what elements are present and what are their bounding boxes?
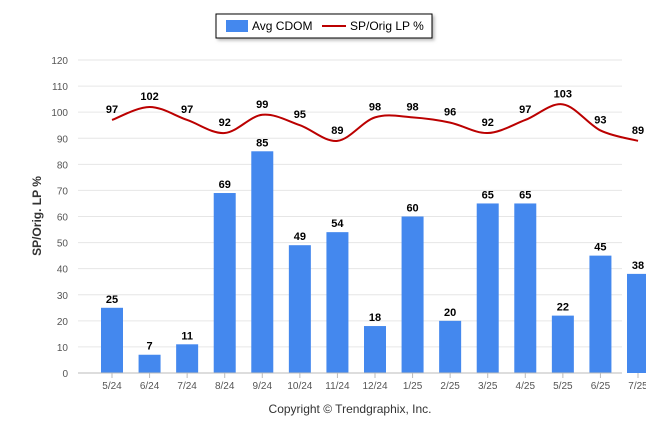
line-data-label: 97 [519,104,531,116]
bar-avg-cdom [589,255,612,373]
line-data-label: 93 [594,114,606,126]
line-data-label: 98 [369,101,381,113]
bar-data-label: 7 [147,341,153,353]
legend-bar-label: Avg CDOM [252,19,312,33]
bar-data-label: 22 [557,302,569,314]
bar-data-label: 18 [369,312,381,324]
x-tick-label: 12/24 [362,381,387,392]
legend: Avg CDOM SP/Orig LP % [215,13,433,39]
bar-avg-cdom [176,344,199,373]
x-tick-label: 10/24 [287,381,312,392]
grid-lines [78,59,622,374]
bar-avg-cdom [213,193,236,373]
x-tick-label: 7/25 [628,381,646,392]
bar-avg-cdom [138,354,161,373]
x-tick-label: 5/25 [553,381,573,392]
x-tick-label: 9/24 [253,381,273,392]
y-tick-label: 100 [51,108,68,119]
y-tick-label: 0 [62,369,68,380]
y-tick-label: 70 [57,186,69,197]
line-data-label: 97 [106,104,118,116]
x-tick-label: 3/25 [478,381,498,392]
bar-data-label: 25 [106,294,118,306]
y-tick-label: 80 [57,160,69,171]
x-tick-label: 8/24 [215,381,235,392]
y-tick-label: 30 [57,291,69,302]
line-data-label: 102 [140,91,158,103]
y-tick-label: 90 [57,134,69,145]
bar-avg-cdom [364,326,386,373]
bar-avg-cdom [251,151,274,373]
x-tick-label: 5/24 [102,381,122,392]
bar-avg-cdom [551,315,574,373]
data-labels: 25 7 11 69 85 49 54 18 60 20 65 65 22 45 38 97 102 97 92 99… [106,88,644,352]
y-axis-title: SP/Orig. LP % [30,176,44,256]
bar-data-label: 38 [632,260,644,272]
x-tick-label: 4/25 [516,381,536,392]
y-tick-label: 10 [57,343,69,354]
x-tick-label: 6/25 [591,381,611,392]
bar-data-label: 65 [482,189,494,201]
bar-data-label: 60 [406,203,418,215]
bar-series [101,151,646,373]
y-tick-label: 20 [57,317,69,328]
y-tick-label: 40 [57,265,69,276]
y-tick-label: 110 [52,82,68,93]
bar-avg-cdom [401,216,424,373]
line-data-label: 96 [444,107,456,119]
x-tick-label: 1/25 [403,381,423,392]
line-data-label: 97 [181,104,193,116]
line-data-label: 95 [294,109,306,121]
y-tick-label: 60 [57,213,69,224]
bar-avg-cdom [101,307,123,373]
x-tick-label: 7/24 [177,381,197,392]
line-data-label: 92 [219,117,231,129]
legend-line-label: SP/Orig LP % [350,19,424,33]
line-data-label: 99 [256,99,268,111]
bar-avg-cdom [476,203,499,373]
line-sp-orig-lp [111,103,639,142]
x-tick-label: 6/24 [140,381,160,392]
x-tick-label: 11/24 [325,381,350,392]
bar-avg-cdom [288,245,311,373]
bar-data-label: 45 [594,242,606,254]
bar-data-label: 20 [444,307,456,319]
bar-avg-cdom [439,320,462,373]
line-data-label: 92 [482,117,494,129]
bar-data-label: 49 [294,231,306,243]
bar-avg-cdom [514,203,537,373]
bar-data-label: 54 [331,218,344,230]
axes: 0 10 20 30 40 50 60 70 80 90 100 110 120 5/24 6/24 7/24… [51,56,646,392]
bar-data-label: 69 [219,179,231,191]
bar-avg-cdom [627,273,646,373]
line-data-label: 98 [406,101,418,113]
copyright-text: Copyright © Trendgraphix, Inc. [269,402,432,416]
bar-data-label: 85 [256,137,268,149]
line-data-label: 89 [632,125,644,137]
y-tick-label: 50 [57,239,69,250]
x-tick-label: 2/25 [440,381,460,392]
line-series [111,103,639,142]
line-data-label: 89 [331,125,343,137]
line-data-label: 103 [554,88,572,100]
bar-data-label: 65 [519,189,531,201]
bar-avg-cdom [326,232,349,373]
legend-bar-swatch [226,20,248,32]
bar-data-label: 11 [181,330,193,342]
y-tick-label: 120 [51,56,68,67]
